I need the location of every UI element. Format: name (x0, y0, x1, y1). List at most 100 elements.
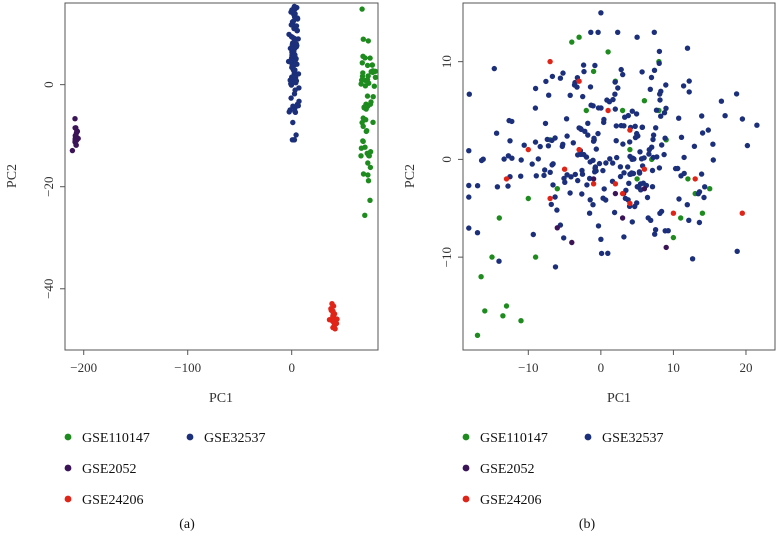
legend-item-gse110147: GSE110147 (64, 431, 150, 446)
data-point-gse32537 (532, 139, 539, 145)
data-point-gse32537 (684, 202, 690, 208)
legend-marker (462, 433, 470, 441)
data-point-gse110147 (370, 94, 376, 100)
data-point-gse2052 (619, 215, 626, 221)
x-tick-label: 0 (288, 360, 295, 375)
data-point-gse110147 (707, 186, 713, 192)
data-point-gse24206 (605, 107, 611, 114)
data-point-gse32537 (613, 123, 619, 129)
panel-a-scatter-plot: −200 −100 0 0 −20 −40 PC1 PC2 GSE110147 GSE32… (5, 2, 379, 532)
x-tick-label: −200 (70, 360, 97, 375)
data-point-gse32537 (581, 68, 587, 75)
data-point-gse24206 (627, 200, 633, 207)
data-point-gse32537 (580, 93, 586, 100)
data-point-gse32537 (466, 148, 472, 154)
data-point-gse32537 (542, 120, 549, 127)
data-point-gse110147 (364, 93, 371, 99)
data-point-gse2052 (569, 239, 575, 246)
data-point-gse32537 (586, 175, 593, 182)
data-point-gse32537 (651, 67, 658, 74)
data-point-gse32537 (656, 48, 663, 55)
data-point-gse2052 (69, 147, 76, 154)
data-point-gse32537 (686, 78, 692, 84)
data-point-gse32537 (598, 105, 604, 111)
data-point-gse32537 (595, 29, 601, 35)
data-point-gse32537 (532, 85, 539, 92)
data-point-gse32537 (596, 160, 603, 167)
data-point-gse32537 (639, 124, 645, 130)
data-point-gse32537 (628, 170, 635, 176)
panel-b-scatter-plot: −10 0 10 20 10 0 −10 PC1 PC2 GSE110147 GSE3253… (403, 2, 776, 532)
data-point-gse32537 (505, 183, 511, 189)
data-point-gse110147 (569, 39, 575, 45)
data-point-gse32537 (491, 65, 497, 72)
data-point-gse32537 (699, 113, 705, 119)
data-point-gse24206 (547, 195, 553, 202)
data-point-gse32537 (658, 113, 664, 119)
data-point-gse110147 (367, 197, 373, 203)
data-point-gse32537 (699, 130, 706, 136)
data-point-gse32537 (501, 156, 507, 162)
data-point-gse32537 (592, 164, 599, 170)
data-point-gse32537 (618, 66, 624, 73)
data-point-gse32537 (466, 194, 472, 200)
data-point-gse32537 (292, 67, 298, 73)
data-point-gse32537 (567, 190, 573, 196)
data-point-gse32537 (710, 141, 716, 147)
data-point-gse32537 (657, 91, 663, 97)
data-point-gse32537 (590, 157, 596, 163)
data-point-gse32537 (593, 146, 599, 152)
data-point-gse32537 (595, 223, 602, 229)
data-point-gse32537 (541, 172, 547, 179)
data-point-gse32537 (621, 234, 627, 240)
data-point-gse32537 (632, 123, 638, 129)
data-point-gse110147 (372, 74, 379, 81)
data-point-gse32537 (505, 153, 512, 159)
legend-marker (64, 433, 72, 441)
data-point-gse32537 (584, 182, 590, 188)
legend-label: GSE110147 (480, 431, 548, 446)
data-point-gse32537 (681, 170, 687, 177)
data-point-gse32537 (681, 154, 687, 161)
data-point-gse32537 (636, 169, 643, 175)
data-point-gse32537 (595, 130, 601, 137)
data-point-gse32537 (702, 184, 708, 190)
data-point-gse32537 (661, 151, 667, 158)
legend-label: GSE32537 (602, 431, 663, 446)
data-point-gse32537 (754, 122, 760, 128)
data-point-gse24206 (619, 190, 626, 197)
data-point-gse32537 (627, 139, 633, 145)
data-point-gse32537 (288, 33, 295, 40)
data-point-gse2052 (590, 176, 597, 182)
data-point-gse110147 (366, 153, 372, 159)
data-point-gse2052 (73, 133, 79, 139)
data-point-gse32537 (710, 157, 716, 163)
data-point-gse32537 (590, 202, 596, 208)
data-point-gse24206 (612, 181, 619, 187)
data-point-gse2052 (72, 116, 78, 122)
data-point-gse32537 (598, 10, 604, 16)
data-point-gse110147 (605, 49, 611, 55)
data-point-gse110147 (364, 128, 370, 134)
data-point-gse110147 (641, 98, 648, 104)
panel-b-x-axis-title: PC1 (607, 391, 631, 406)
legend-label: GSE110147 (82, 431, 150, 446)
data-point-gse32537 (296, 98, 302, 105)
data-point-gse32537 (546, 92, 552, 98)
data-point-gse110147 (364, 62, 371, 69)
data-point-gse32537 (582, 128, 588, 134)
data-point-gse32537 (676, 115, 682, 121)
data-point-gse24206 (525, 146, 531, 153)
legend-item-gse110147: GSE110147 (462, 431, 548, 446)
data-point-gse32537 (571, 82, 578, 88)
data-point-gse32537 (620, 141, 626, 147)
data-point-gse24206 (627, 127, 633, 133)
data-point-gse32537 (291, 137, 297, 143)
data-point-gse32537 (621, 123, 627, 129)
data-point-gse32537 (661, 110, 668, 116)
data-point-gse32537 (592, 62, 598, 69)
data-point-gse32537 (292, 87, 298, 93)
data-point-gse2052 (72, 139, 78, 145)
data-point-gse32537 (533, 173, 539, 179)
